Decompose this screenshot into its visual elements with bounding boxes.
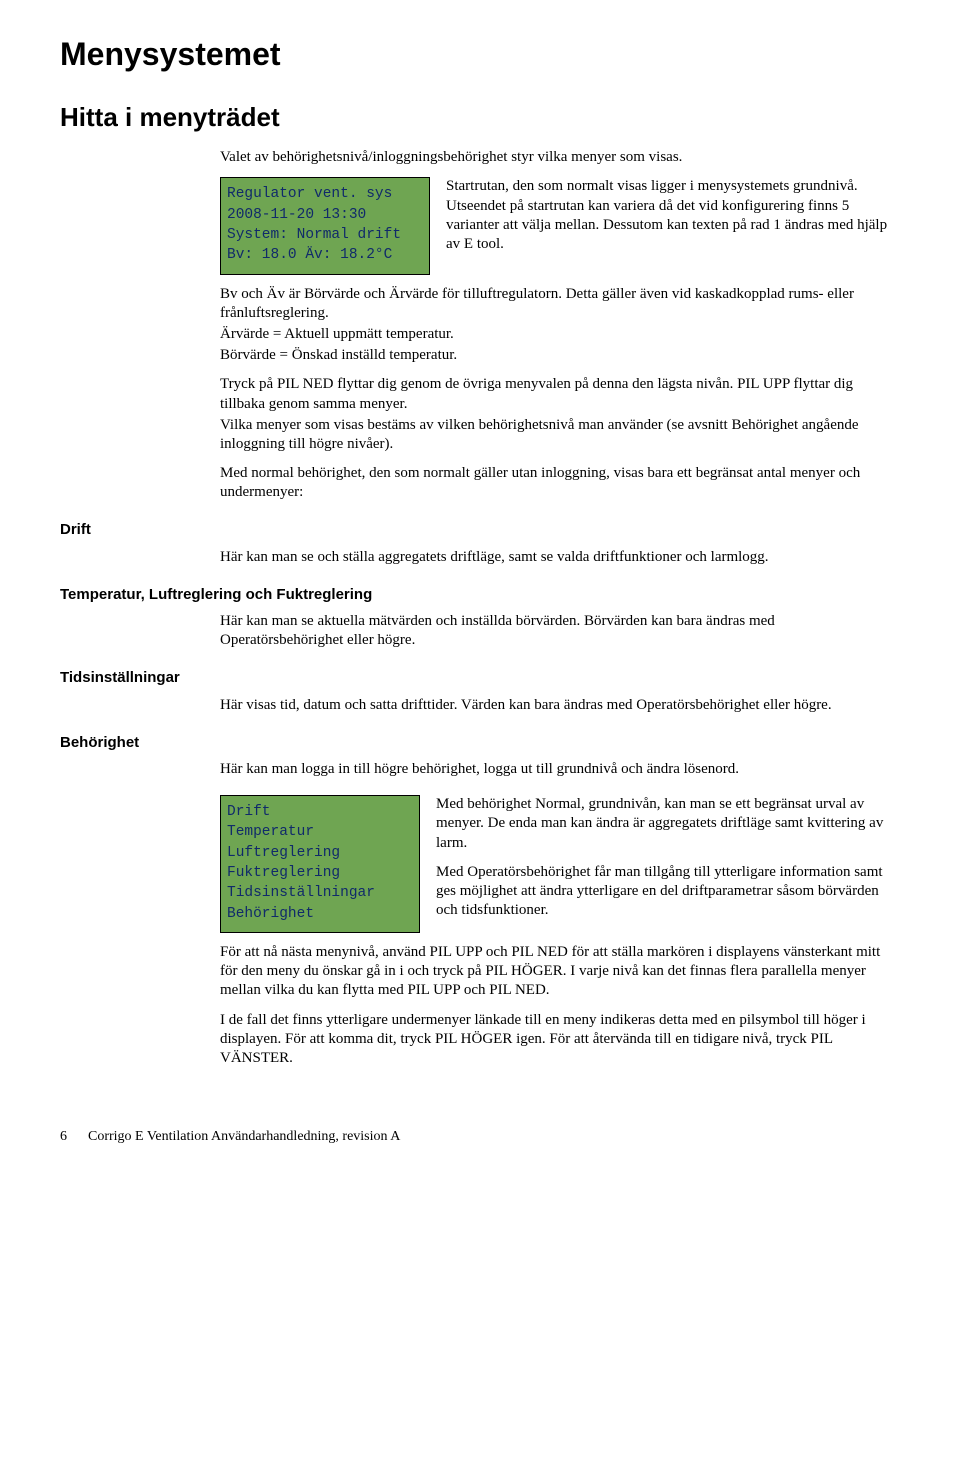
body-temp: Här kan man se aktuella mätvärden och in… [220,612,900,650]
startscreen-description: Startrutan, den som normalt visas ligger… [446,177,900,254]
menu-row: DriftTemperaturLuftregleringFuktreglerin… [220,795,900,933]
body-beho: Här kan man logga in till högre behörigh… [220,760,900,779]
text-pil-ned: Tryck på PIL NED flyttar dig genom de öv… [220,375,900,413]
menu-description: Med behörighet Normal, grundnivån, kan m… [436,795,900,920]
display-box-start: Regulator vent. sys2008-11-20 13:30Syste… [220,177,430,274]
display-box-menu: DriftTemperaturLuftregleringFuktreglerin… [220,795,420,933]
startscreen-row: Regulator vent. sys2008-11-20 13:30Syste… [220,177,900,274]
text-vilka-menyer: Vilka menyer som visas bestäms av vilken… [220,416,900,454]
page-footer: 6 Corrigo E Ventilation Användarhandledn… [60,1128,900,1146]
display-line: Behörighet [227,904,411,924]
section-heading-hitta: Hitta i menyträdet [60,101,900,134]
intro-paragraph: Valet av behörighetsnivå/inloggningsbehö… [220,148,900,167]
display-line: Luftreglering [227,843,411,863]
menu-desc-p2: Med Operatörsbehörighet får man tillgång… [436,863,900,921]
footer-text: Corrigo E Ventilation Användarhandlednin… [88,1129,400,1144]
display-line: Temperatur [227,822,411,842]
display-line: Bv: 18.0 Äv: 18.2°C [227,245,421,265]
subheading-beho: Behörighet [60,733,900,752]
text-bv-av-desc: Bv och Äv är Börvärde och Ärvärde för ti… [220,285,900,323]
page-title: Menysystemet [60,34,900,75]
subheading-drift: Drift [60,520,900,539]
display-line: System: Normal drift [227,225,421,245]
text-arvarde: Ärvärde = Aktuell uppmätt temperatur. [220,325,900,344]
display-line: Regulator vent. sys [227,184,421,204]
text-borvarde: Börvärde = Önskad inställd temperatur. [220,346,900,365]
text-normal-beh: Med normal behörighet, den som normalt g… [220,464,900,502]
display-line: Drift [227,802,411,822]
footer-page-number: 6 [60,1129,67,1144]
display-line: 2008-11-20 13:30 [227,205,421,225]
body-drift: Här kan man se och ställa aggregatets dr… [220,548,900,567]
subheading-temp: Temperatur, Luftreglering och Fuktregler… [60,585,900,604]
subheading-tids: Tidsinställningar [60,668,900,687]
tail-paragraphs: För att nå nästa menynivå, använd PIL UP… [220,943,900,1068]
body-tids: Här visas tid, datum och satta drifttide… [220,696,900,715]
display-line: Tidsinställningar [227,883,411,903]
tail-p2: I de fall det finns ytterligare undermen… [220,1011,900,1069]
tail-p1: För att nå nästa menynivå, använd PIL UP… [220,943,900,1001]
display-line: Fuktreglering [227,863,411,883]
after-box-paragraphs: Bv och Äv är Börvärde och Ärvärde för ti… [220,285,900,503]
menu-desc-p1: Med behörighet Normal, grundnivån, kan m… [436,795,900,853]
